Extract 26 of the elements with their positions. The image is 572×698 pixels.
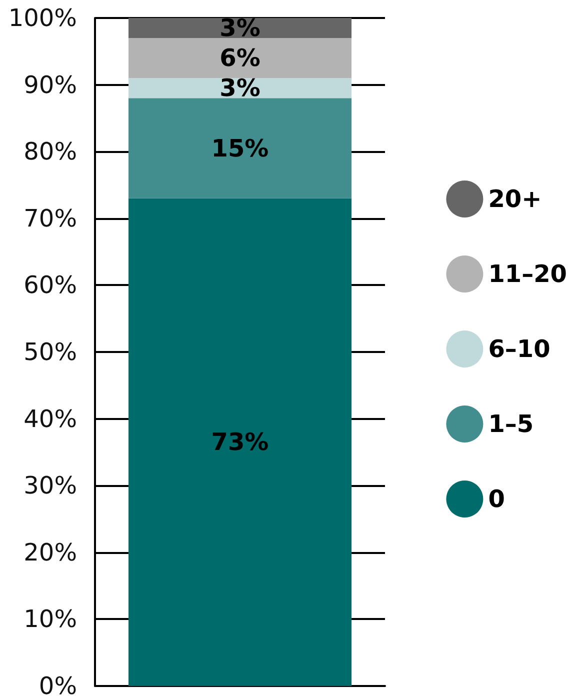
legend-label: 0 bbox=[488, 485, 505, 513]
bar bbox=[128, 78, 352, 98]
bar bbox=[128, 98, 352, 198]
y-tick-label: 70% bbox=[24, 204, 77, 232]
y-tick-label: 10% bbox=[24, 605, 77, 634]
data-label: 3% bbox=[220, 14, 260, 42]
data-label: 73% bbox=[211, 428, 269, 456]
y-tick-label: 90% bbox=[24, 70, 77, 99]
data-label: 6% bbox=[220, 44, 260, 72]
bar bbox=[128, 198, 352, 686]
bar bbox=[128, 38, 352, 78]
data-label: 3% bbox=[220, 74, 260, 102]
y-tick-label: 60% bbox=[24, 271, 77, 300]
y-tick-label: 80% bbox=[24, 138, 77, 166]
y-tick-label: 30% bbox=[24, 472, 77, 500]
y-tick-label: 40% bbox=[24, 404, 77, 433]
y-tick-label: 50% bbox=[24, 338, 77, 366]
y-tick-label: 100% bbox=[8, 4, 77, 32]
legend-label: 20+ bbox=[488, 185, 542, 213]
legend-label: 11–20 bbox=[488, 260, 567, 288]
legend-label: 1–5 bbox=[488, 410, 534, 438]
y-tick-label: 0% bbox=[38, 672, 77, 698]
y-tick-label: 20% bbox=[24, 538, 77, 566]
bar bbox=[128, 18, 352, 38]
data-label: 15% bbox=[211, 134, 269, 162]
legend-label: 6–10 bbox=[488, 335, 550, 363]
